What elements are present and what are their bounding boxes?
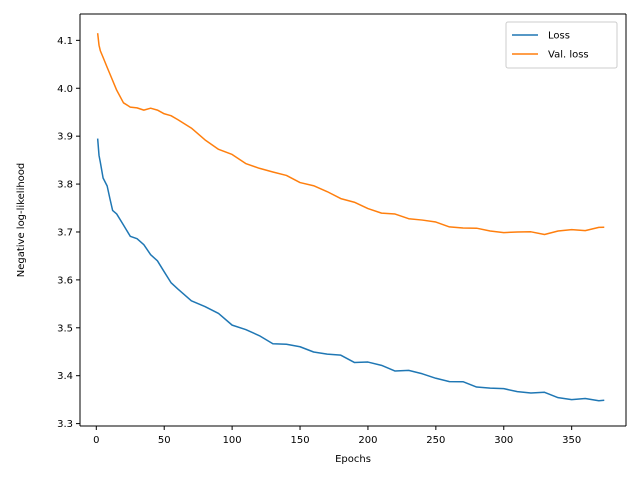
legend-label: Val. loss <box>548 50 589 61</box>
x-tick-label: 250 <box>426 435 445 446</box>
x-tick-label: 100 <box>223 435 242 446</box>
y-tick-label: 4.0 <box>57 84 73 95</box>
y-tick-label: 3.6 <box>57 275 73 286</box>
y-axis-label: Negative log-likelihood <box>16 163 27 278</box>
y-tick-label: 3.4 <box>57 371 73 382</box>
legend: Loss Val. loss <box>505 21 618 69</box>
x-tick-label: 150 <box>290 435 309 446</box>
y-tick-label: 3.3 <box>57 419 73 430</box>
series-line-loss <box>96 138 605 402</box>
y-tick-label: 3.8 <box>57 180 73 191</box>
legend-label: Loss <box>548 31 570 42</box>
legend-box <box>505 21 618 69</box>
x-tick-label: 50 <box>158 435 171 446</box>
y-tick-label: 3.5 <box>57 323 73 334</box>
series-group <box>96 33 605 402</box>
axes-group: 0 50 100 150 200 250 300 350 3.3 3.4 3.5 3.6 3.7 3.8 3… <box>57 13 627 446</box>
x-tick-label: 350 <box>562 435 581 446</box>
series-line-val-loss <box>96 33 605 236</box>
y-tick-label: 3.9 <box>57 132 73 143</box>
y-tick-label: 3.7 <box>57 227 73 238</box>
x-tick-label: 200 <box>358 435 377 446</box>
plot-background <box>80 14 626 426</box>
x-axis-label: Epochs <box>335 454 371 465</box>
x-tick-label: 0 <box>93 435 99 446</box>
y-tick-label: 4.1 <box>57 36 73 47</box>
plot-area <box>80 14 626 426</box>
x-tick-label: 300 <box>494 435 513 446</box>
